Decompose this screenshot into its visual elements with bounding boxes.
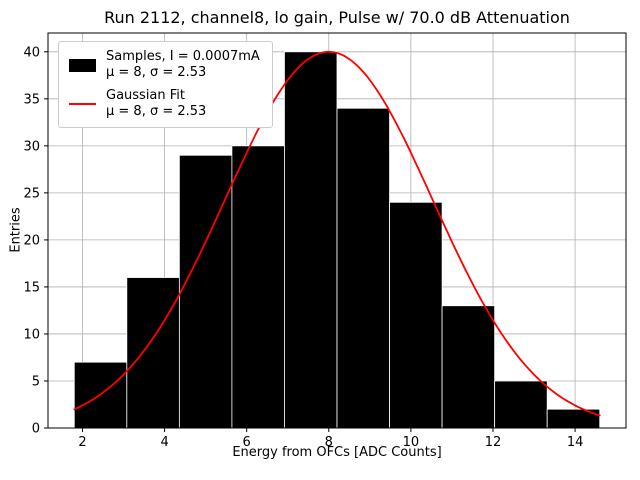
y-tick-label: 15 (23, 280, 40, 295)
x-tick-label: 10 (403, 435, 420, 450)
histogram-bar (231, 145, 285, 429)
y-tick-label: 0 (32, 422, 40, 437)
x-tick-label: 12 (485, 435, 502, 450)
y-tick-label: 30 (23, 139, 40, 154)
tick-labels: 2 4 6 8 10 12 14 0 5 10 15 20 25 30 35 40 (23, 45, 583, 450)
fit-line-swatch-icon (69, 103, 96, 105)
axes-frame (47, 32, 627, 429)
y-tick-label: 20 (23, 233, 40, 248)
y-tick-label: 35 (23, 92, 40, 107)
y-tick-label: 25 (23, 186, 40, 201)
gaussian-curve-path (73, 50, 601, 417)
legend-fit-label: Gaussian Fit (106, 88, 186, 103)
histogram-bar (336, 107, 390, 429)
histogram-bar (441, 305, 496, 429)
histogram-bar (284, 51, 338, 429)
x-axis-label: Energy from OFCs [ADC Counts] (232, 445, 442, 460)
legend-entry-text: Samples, I = 0.0007mA μ = 8, σ = 2.53 (106, 49, 260, 81)
histogram-bar (178, 154, 233, 429)
y-axis-label: Entries (8, 207, 24, 253)
x-tick-label: 4 (160, 435, 168, 450)
legend-entry-fit: Gaussian Fit μ = 8, σ = 2.53 (69, 88, 260, 120)
chart-title: Run 2112, channel8, lo gain, Pulse w/ 70… (104, 8, 570, 27)
histogram-bar (126, 277, 180, 429)
gaussian-fit-curve (73, 50, 601, 417)
black-patch-icon (69, 58, 96, 72)
histogram-swatch-icon (69, 58, 96, 72)
tick-marks (44, 51, 576, 432)
y-tick-label: 5 (32, 374, 40, 389)
histogram-bars (73, 51, 601, 429)
legend-samples-label: Samples, I = 0.0007mA (106, 49, 260, 64)
histogram-bar (389, 201, 443, 429)
legend: Samples, I = 0.0007mA μ = 8, σ = 2.53 Ga… (58, 41, 273, 128)
histogram-bar (494, 380, 548, 429)
x-tick-label: 2 (78, 435, 86, 450)
x-tick-label: 14 (567, 435, 584, 450)
legend-entry-text: Gaussian Fit μ = 8, σ = 2.53 (106, 88, 206, 120)
y-tick-label: 40 (23, 45, 40, 60)
x-tick-label: 6 (243, 435, 251, 450)
x-tick-label: 8 (325, 435, 333, 450)
y-tick-label: 10 (23, 327, 40, 342)
legend-entry-samples: Samples, I = 0.0007mA μ = 8, σ = 2.53 (69, 49, 260, 81)
legend-fit-stats: μ = 8, σ = 2.53 (106, 104, 207, 119)
red-line-icon (69, 103, 96, 105)
legend-samples-stats: μ = 8, σ = 2.53 (106, 65, 207, 80)
